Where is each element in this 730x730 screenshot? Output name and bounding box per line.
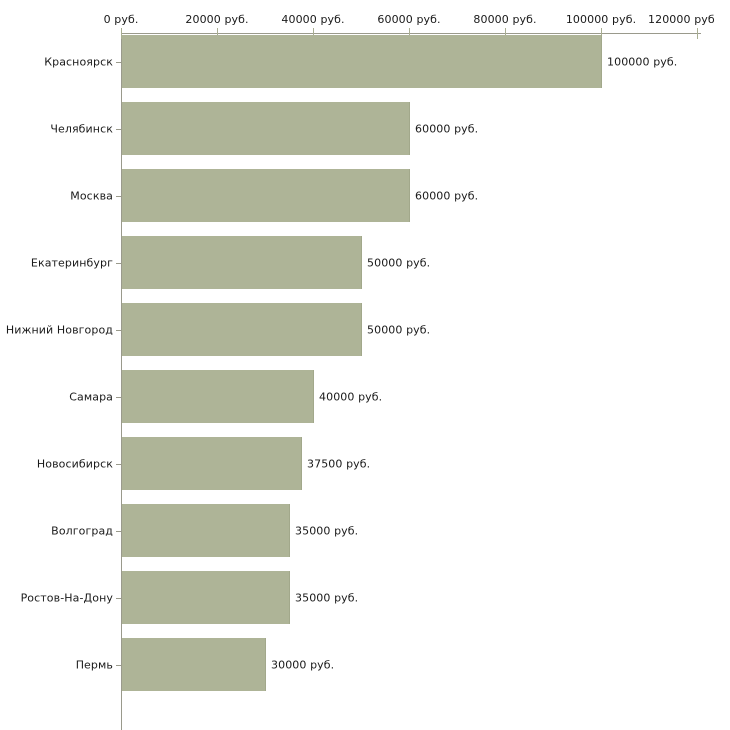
bar-value-label: 50000 руб. <box>367 323 431 336</box>
bar[interactable] <box>122 571 290 624</box>
bar-value-label: 50000 руб. <box>367 256 431 269</box>
category-axis-tick <box>116 61 121 63</box>
bar-value-label: 35000 руб. <box>295 524 359 537</box>
category-axis-tick <box>116 128 121 130</box>
bar[interactable] <box>122 35 602 88</box>
value-axis-tick-label: 100000 руб. <box>565 13 637 26</box>
value-axis-tick <box>121 28 122 39</box>
bar-value-label: 60000 руб. <box>415 189 479 202</box>
category-axis-tick <box>116 195 121 197</box>
category-label: Новосибирск <box>36 457 113 470</box>
bar[interactable] <box>122 638 266 691</box>
category-label: Пермь <box>75 658 113 671</box>
bar[interactable] <box>122 169 410 222</box>
category-axis-tick <box>116 463 121 465</box>
category-label: Челябинск <box>50 122 113 135</box>
category-label: Нижний Новгород <box>5 323 113 336</box>
category-axis-tick <box>116 597 121 599</box>
bar-value-label: 100000 руб. <box>607 55 678 68</box>
bar-value-label: 30000 руб. <box>271 658 335 671</box>
category-label: Москва <box>70 189 113 202</box>
value-axis-tick-label: 40000 руб. <box>281 13 345 26</box>
bar[interactable] <box>122 236 362 289</box>
category-label: Самара <box>69 390 113 403</box>
value-axis-tick-label: 20000 руб. <box>185 13 249 26</box>
bar[interactable] <box>122 102 410 155</box>
value-axis-tick <box>409 28 410 39</box>
value-axis-tick <box>505 28 506 39</box>
bar-value-label: 35000 руб. <box>295 591 359 604</box>
bar[interactable] <box>122 370 314 423</box>
value-axis-line <box>121 33 701 34</box>
value-axis-tick <box>697 28 698 39</box>
value-axis-tick-label: 60000 руб. <box>377 13 441 26</box>
value-axis-tick <box>217 28 218 39</box>
bar[interactable] <box>122 504 290 557</box>
value-axis-tick-label: 120000 руб <box>648 13 715 26</box>
category-label: Волгоград <box>51 524 113 537</box>
category-label: Екатеринбург <box>30 256 113 269</box>
category-axis-tick <box>116 664 121 666</box>
bar-value-label: 60000 руб. <box>415 122 479 135</box>
category-axis-tick <box>116 329 121 331</box>
category-axis-tick <box>116 530 121 532</box>
bar[interactable] <box>122 437 302 490</box>
category-axis-tick <box>116 262 121 264</box>
bar[interactable] <box>122 303 362 356</box>
bar-value-label: 40000 руб. <box>319 390 383 403</box>
category-label: Красноярск <box>44 55 113 68</box>
value-axis-tick-label: 80000 руб. <box>473 13 537 26</box>
category-label: Ростов-На-Дону <box>20 591 113 604</box>
category-axis-tick <box>116 396 121 398</box>
bar-value-label: 37500 руб. <box>307 457 371 470</box>
value-axis-tick <box>601 28 602 39</box>
value-axis-tick <box>313 28 314 39</box>
value-axis-tick-label: 0 руб. <box>103 13 139 26</box>
category-axis-line <box>121 33 122 730</box>
